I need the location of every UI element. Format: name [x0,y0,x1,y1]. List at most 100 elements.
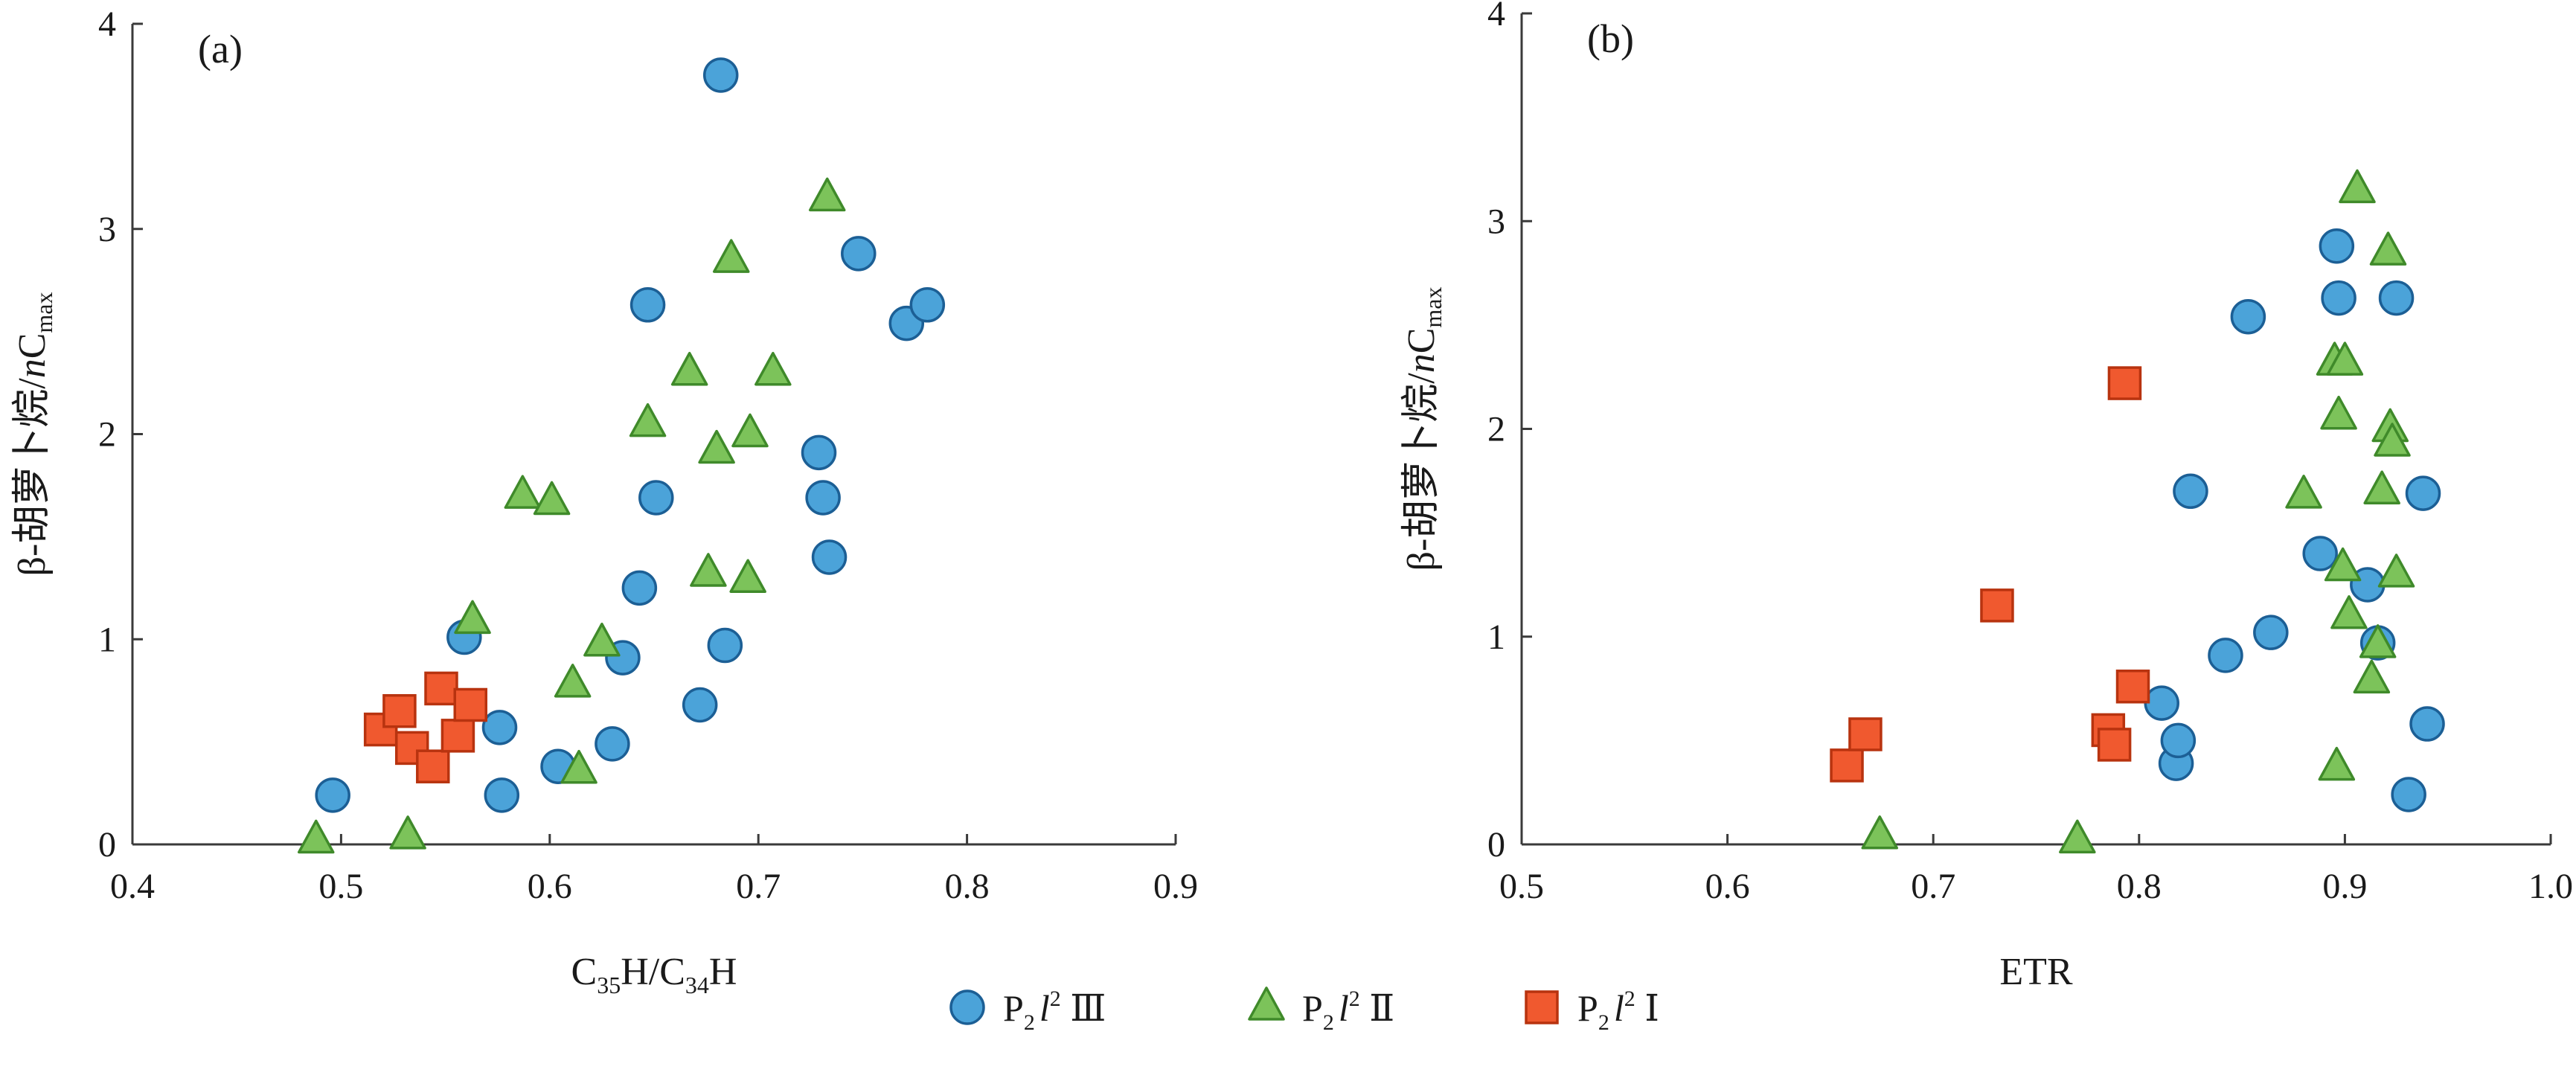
circle-point [2405,475,2441,511]
x-tick-label: 0.9 [1153,867,1198,906]
triangle-point [2326,341,2364,376]
series-triangle [298,177,846,854]
triangle-point [2320,395,2357,430]
triangle-point [2369,231,2407,266]
circle-point [481,710,518,745]
triangle-point [2359,624,2397,658]
triangle-point [504,475,542,509]
triangle-point [554,664,592,698]
circle-point [638,480,674,516]
legend-triangle-marker [1248,986,1285,1021]
triangle-point [533,481,571,516]
circle-point [2321,280,2356,316]
triangle-point [2363,470,2400,504]
y-tick-label: 1 [1487,617,1505,657]
circle-point [629,287,666,323]
legend: P2 l2 Ⅲ P2 l2 Ⅱ P2 l2 Ⅰ [949,986,1659,1035]
y-axis-title: β-胡萝卜烷/nCmax [11,292,57,576]
square-point [424,671,458,706]
triangle-point [670,351,708,386]
square-point [382,694,417,728]
circle-point [2230,298,2266,335]
circle-point [2208,638,2243,673]
y-tick-label: 2 [1487,410,1505,449]
triangle-point [2318,746,2356,781]
series-square [1830,366,2150,783]
y-tick-label: 4 [98,4,116,44]
circle-point [841,236,877,272]
panel-b: 0.5 0.6 0.7 0.8 0.9 1.0 0 1 2 3 4 (b) ETR β-胡萝卜烷/nCma… [1400,0,2573,993]
triangle-point [754,351,792,386]
y-tick-label: 0 [1487,825,1505,864]
triangle-point [808,177,846,212]
triangle-point [2330,595,2368,629]
circle-point [2302,536,2338,571]
circle-point [2160,722,2197,759]
x-tick-label: 1.0 [2528,867,2573,906]
y-tick-label: 3 [98,210,116,249]
triangle-point [2059,819,2096,854]
x-axis-title: C35H/C34H [571,951,737,998]
circle-point [2173,473,2208,510]
circle-point [2319,228,2355,264]
y-tick-label: 4 [1487,0,1505,33]
legend-item-square: P2 l2 Ⅰ [1525,986,1659,1035]
legend-square-marker [1525,990,1559,1024]
x-tick-label: 0.7 [736,867,781,906]
circle-point [702,57,739,93]
x-tick-label: 0.6 [1705,867,1750,906]
x-tick-label: 0.5 [1499,867,1544,906]
y-tick-label: 2 [98,415,116,455]
circle-point [805,480,841,516]
triangle-point [729,559,766,593]
square-point [2115,670,2150,704]
circle-point [2253,615,2289,650]
triangle-point [454,600,491,635]
legend-item-triangle: P2 l2 Ⅱ [1248,986,1394,1035]
series-circle [2144,228,2445,812]
x-tick-label: 0.9 [2322,867,2367,906]
x-tick-label: 0.4 [110,867,155,906]
triangle-point [2339,169,2376,204]
square-point [440,719,475,753]
panel-label: (b) [1587,16,1634,61]
x-tick-label: 0.5 [318,867,363,906]
legend-label: P2 l2 Ⅰ [1577,986,1659,1035]
legend-circle-marker [949,989,985,1025]
triangle-point [698,429,735,464]
circle-point [315,777,350,813]
circle-point [2409,706,2445,742]
triangle-point [2353,659,2391,694]
triangle-point [2374,423,2411,457]
legend-label: P2 l2 Ⅱ [1302,986,1394,1035]
legend-label: P2 l2 Ⅲ [1003,986,1106,1035]
x-tick-label: 0.6 [528,867,572,906]
square-point [2097,728,2132,762]
triangle-point [298,819,335,854]
series-circle [315,57,946,813]
y-tick-label: 3 [1487,202,1505,241]
x-axis-title: ETR [1999,951,2073,993]
triangle-point [1861,815,1899,850]
series-triangle [1861,169,2415,854]
square-point [1980,588,2014,623]
x-tick-label: 0.8 [2117,867,2162,906]
square-point [453,687,487,722]
circle-point [909,287,946,323]
square-point [1830,748,1864,783]
y-tick-label: 1 [98,620,116,659]
triangle-point [583,622,621,657]
triangle-point [2324,547,2362,582]
triangle-point [2377,554,2415,588]
triangle-point [389,815,426,850]
panel-a: 0.4 0.5 0.6 0.7 0.8 0.9 0 1 2 3 4 (a) C35H/C34H β-胡萝卜… [11,4,1198,998]
legend-item-circle: P2 l2 Ⅲ [949,986,1106,1035]
square-point [2107,366,2142,400]
triangle-point [690,553,727,587]
circle-point [2378,280,2415,316]
circle-point [682,687,718,723]
square-point [416,749,450,783]
circle-point [811,539,848,575]
circle-point [621,570,658,606]
